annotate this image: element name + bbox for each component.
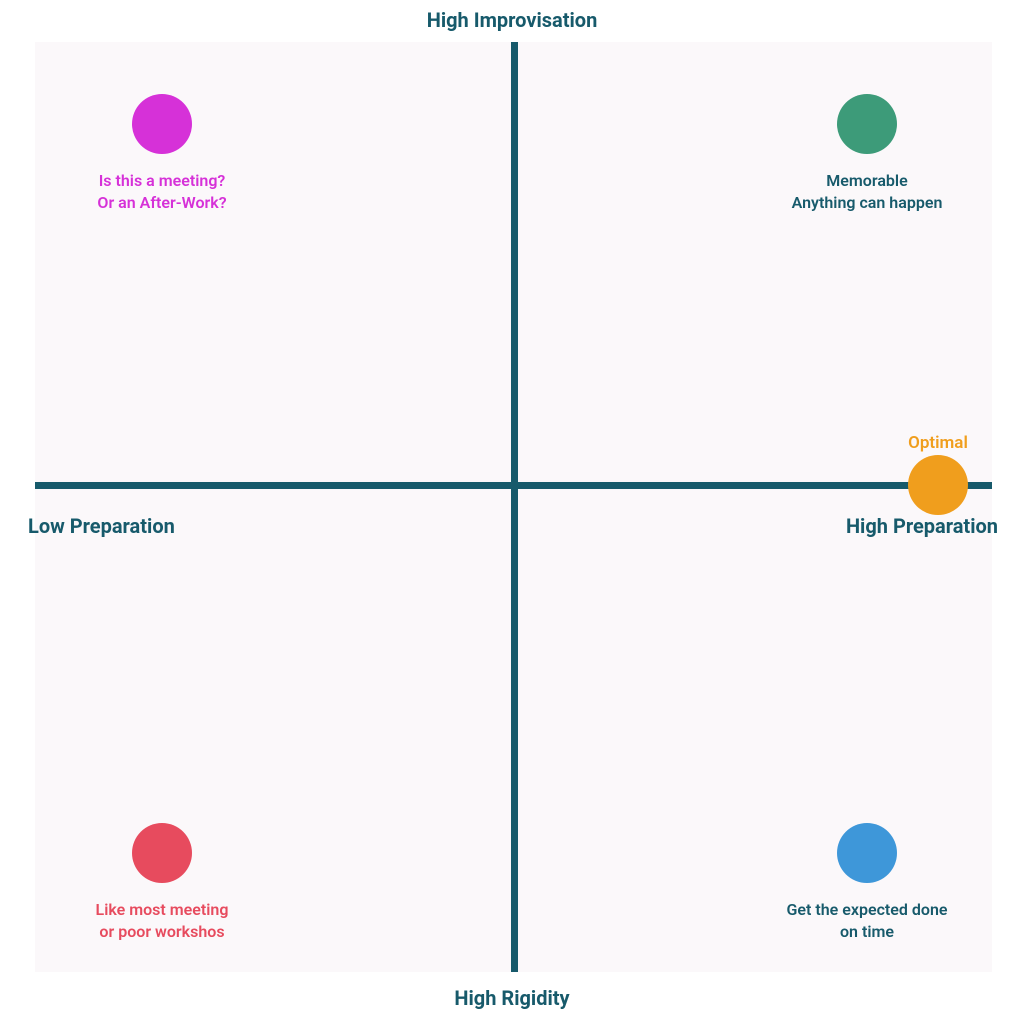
dot-label-most-meetings: Like most meeting or poor workshos — [96, 899, 229, 942]
dot-label-line: Or an After-Work? — [97, 193, 226, 212]
axis-label-right: High Preparation — [846, 514, 998, 538]
axis-label-bottom: High Rigidity — [454, 986, 569, 1010]
dot-label-meeting-or-afterwork: Is this a meeting? Or an After-Work? — [97, 170, 226, 213]
dot-label-line: or poor workshos — [99, 922, 224, 941]
axis-label-left: Low Preparation — [28, 514, 175, 538]
dot-expected-done — [837, 823, 897, 883]
dot-memorable — [837, 94, 897, 154]
dot-meeting-or-afterwork — [132, 94, 192, 154]
dot-label-line: Anything can happen — [792, 193, 943, 212]
dot-optimal — [908, 455, 968, 515]
dot-label-line: Is this a meeting? — [99, 171, 226, 190]
dot-label-line: on time — [840, 922, 894, 941]
axis-label-top: High Improvisation — [427, 8, 598, 32]
dot-label-optimal: Optimal — [908, 432, 968, 455]
axis-vertical — [511, 42, 518, 972]
dot-label-line: Get the expected done — [787, 900, 948, 919]
dot-label-line: Memorable — [826, 171, 907, 190]
dot-label-line: Like most meeting — [96, 900, 229, 919]
dot-most-meetings — [132, 823, 192, 883]
dot-label-line: Optimal — [908, 433, 968, 453]
dot-label-memorable: Memorable Anything can happen — [792, 170, 943, 213]
dot-label-expected-done: Get the expected done on time — [787, 899, 948, 942]
